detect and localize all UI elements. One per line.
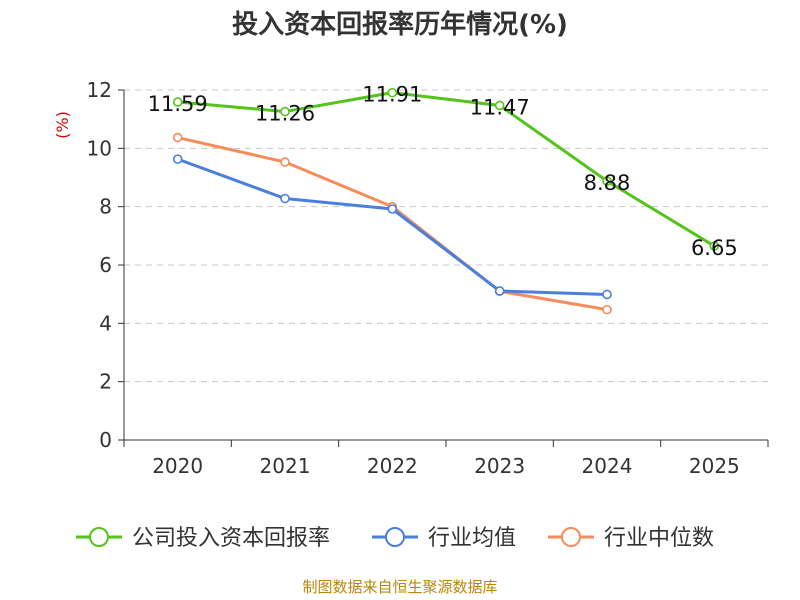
- y-tick-label: 2: [99, 370, 112, 394]
- series-line-行业均值: [177, 157, 608, 296]
- data-label: 8.88: [584, 171, 631, 195]
- data-labels: 11.59 11.26 11.91 11.47 8.88 6.65: [148, 83, 738, 260]
- y-tick-label: 6: [99, 253, 112, 277]
- data-point: [602, 289, 612, 300]
- data-point: [387, 204, 398, 214]
- data-label: 11.47: [470, 95, 530, 119]
- y-tick-label: 0: [99, 428, 112, 452]
- data-point: [709, 241, 720, 251]
- data-point: [387, 87, 398, 98]
- axes: 0 2 4 6 8 10 12 2020 2021 2022 2023 2024 2025 (%): [53, 78, 769, 478]
- chart-title: 投入资本回报率历年情况(%): [232, 10, 568, 40]
- y-tick-label: 4: [99, 311, 112, 335]
- data-label: 6.65: [691, 236, 738, 260]
- x-tick-label: 2020: [152, 454, 203, 478]
- legend-label: 行业均值: [428, 526, 516, 551]
- legend-marker: [561, 527, 581, 547]
- y-axis-label: (%): [53, 111, 72, 139]
- x-tick-label: 2023: [474, 454, 525, 478]
- y-tick-label: 8: [99, 195, 112, 219]
- y-tick-label: 12: [87, 78, 112, 102]
- legend-label: 行业中位数: [604, 526, 714, 551]
- data-point: [172, 97, 183, 107]
- grid-lines: [124, 89, 768, 383]
- data-point: [280, 193, 290, 204]
- data-point: [172, 154, 183, 164]
- y-tick-label: 10: [87, 136, 112, 160]
- data-label: 11.59: [148, 92, 208, 116]
- data-point: [280, 106, 290, 117]
- legend-marker: [385, 527, 405, 547]
- data-point: [172, 132, 183, 143]
- data-point: [494, 286, 505, 296]
- legend-marker: [89, 527, 109, 547]
- x-tick-label: 2024: [582, 454, 633, 478]
- data-point: [602, 304, 612, 315]
- source-footer: 制图数据来自恒生聚源数据库: [302, 578, 498, 596]
- data-point: [602, 176, 612, 186]
- series-line-公司投入资本回报率: [177, 91, 716, 248]
- legend-label: 公司投入资本回报率: [132, 526, 330, 551]
- x-tick-label: 2025: [689, 454, 740, 478]
- data-label: 11.26: [255, 102, 315, 126]
- data-point: [494, 100, 505, 111]
- series-line-行业中位数: [177, 136, 608, 312]
- data-label: 11.91: [362, 83, 422, 107]
- data-point: [280, 157, 290, 167]
- series-layer: [172, 87, 720, 315]
- x-tick-label: 2021: [260, 454, 311, 478]
- legend: 公司投入资本回报率 行业均值 行业中位数: [76, 526, 714, 551]
- x-tick-label: 2022: [367, 454, 418, 478]
